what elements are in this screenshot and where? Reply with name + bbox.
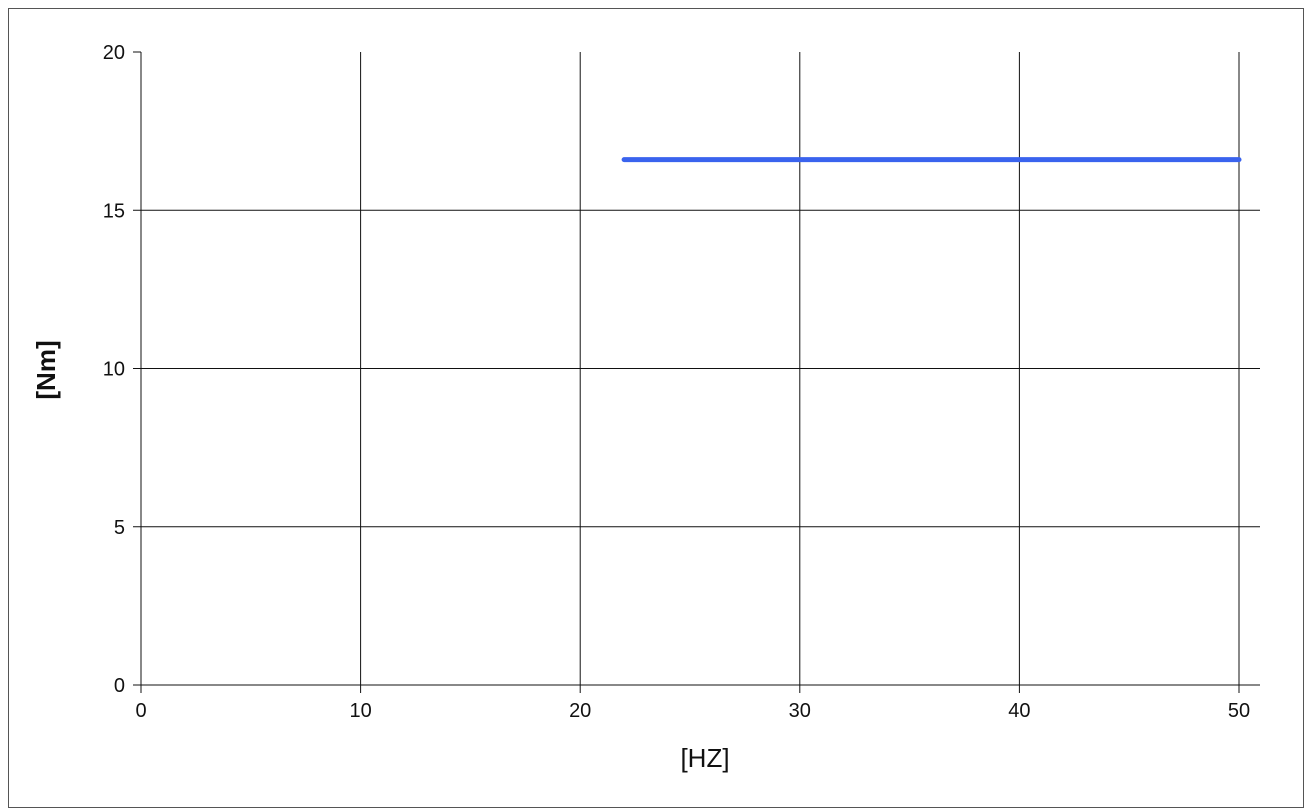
grid-layer: [141, 52, 1260, 685]
y-tick-label: 20: [103, 42, 125, 64]
x-axis-label: [HZ]: [680, 743, 729, 773]
tick-labels: 0 5 10 15 20 0 10 20 30 40 50: [103, 42, 1250, 722]
x-tick-label: 20: [569, 700, 591, 722]
y-tick-label: 15: [103, 200, 125, 222]
x-tick-label: 50: [1228, 700, 1250, 722]
x-tick-label: 30: [789, 700, 811, 722]
axes-layer: [133, 51, 1260, 693]
y-axis-label: [Nm]: [31, 340, 61, 399]
y-tick-label: 0: [114, 675, 125, 697]
y-tick-label: 5: [114, 517, 125, 539]
chart-frame: [8, 8, 1304, 808]
x-tick-label: 40: [1008, 700, 1030, 722]
x-tick-label: 10: [349, 700, 371, 722]
x-tick-label: 0: [135, 700, 146, 722]
y-tick-label: 10: [103, 359, 125, 381]
